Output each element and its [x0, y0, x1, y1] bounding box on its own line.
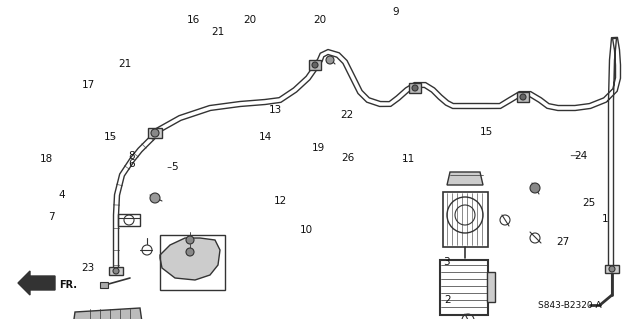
Circle shape: [113, 268, 119, 274]
Circle shape: [326, 56, 334, 64]
Text: 20: 20: [243, 15, 256, 25]
Text: 23: 23: [82, 263, 95, 273]
Circle shape: [186, 236, 194, 244]
Text: 3: 3: [444, 256, 450, 267]
Text: 5: 5: [171, 162, 177, 173]
Bar: [517, 92, 529, 102]
Circle shape: [530, 183, 540, 193]
Circle shape: [312, 62, 318, 68]
Bar: [148, 128, 162, 138]
Text: 14: 14: [259, 132, 272, 142]
Circle shape: [412, 85, 418, 91]
Text: 20: 20: [314, 15, 326, 25]
Text: 18: 18: [40, 154, 52, 164]
Text: 26: 26: [341, 153, 354, 163]
Text: 8: 8: [128, 151, 134, 161]
Polygon shape: [18, 271, 55, 295]
Text: S843-B2320 A: S843-B2320 A: [538, 300, 602, 309]
Text: 12: 12: [274, 196, 287, 206]
Bar: [443, 192, 488, 247]
Circle shape: [150, 193, 160, 203]
Polygon shape: [160, 238, 220, 280]
Circle shape: [609, 266, 615, 272]
Circle shape: [520, 94, 526, 100]
Text: 19: 19: [312, 143, 325, 153]
Text: 7: 7: [48, 212, 54, 222]
Text: 15: 15: [104, 132, 116, 142]
Text: 1: 1: [602, 213, 608, 224]
Bar: [409, 83, 421, 93]
Text: 21: 21: [211, 27, 224, 37]
Circle shape: [151, 129, 159, 137]
Text: 9: 9: [392, 7, 399, 17]
Text: FR.: FR.: [59, 280, 77, 290]
Text: 13: 13: [269, 105, 282, 115]
Bar: [118, 214, 140, 226]
Bar: [109, 267, 123, 275]
Text: 22: 22: [340, 110, 353, 120]
Bar: [487, 272, 495, 302]
Text: 24: 24: [575, 151, 588, 161]
Text: 21: 21: [118, 59, 131, 69]
Bar: [160, 235, 225, 290]
Text: 27: 27: [557, 237, 570, 248]
Text: 2: 2: [445, 295, 451, 305]
Polygon shape: [73, 308, 142, 319]
Text: 10: 10: [300, 225, 312, 235]
Bar: [605, 265, 619, 273]
Text: 16: 16: [187, 15, 200, 25]
Bar: [100, 282, 108, 288]
Polygon shape: [447, 172, 483, 185]
Text: 25: 25: [582, 197, 595, 208]
Text: 11: 11: [402, 154, 415, 165]
Bar: [309, 60, 321, 70]
Circle shape: [186, 248, 194, 256]
Text: 15: 15: [480, 127, 493, 137]
Bar: [440, 260, 488, 315]
Text: 6: 6: [128, 159, 134, 169]
Text: 4: 4: [58, 189, 65, 200]
Text: 17: 17: [82, 79, 95, 90]
